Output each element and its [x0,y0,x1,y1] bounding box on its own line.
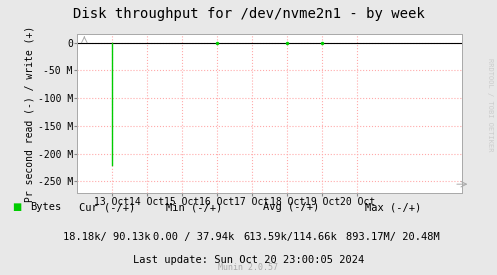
Text: Max (-/+): Max (-/+) [364,202,421,212]
Text: Last update: Sun Oct 20 23:00:05 2024: Last update: Sun Oct 20 23:00:05 2024 [133,255,364,265]
Text: RRDTOOL / TOBI OETIKER: RRDTOOL / TOBI OETIKER [487,58,493,151]
Text: 893.17M/ 20.48M: 893.17M/ 20.48M [346,232,439,242]
Text: 0.00 / 37.94k: 0.00 / 37.94k [153,232,235,242]
Text: Min (-/+): Min (-/+) [166,202,222,212]
Y-axis label: Pr second read (-) / write (+): Pr second read (-) / write (+) [25,25,35,202]
Text: Cur (-/+): Cur (-/+) [79,202,135,212]
Text: Avg (-/+): Avg (-/+) [262,202,319,212]
Text: Bytes: Bytes [30,202,61,212]
Text: 18.18k/ 90.13k: 18.18k/ 90.13k [63,232,151,242]
Text: Munin 2.0.57: Munin 2.0.57 [219,263,278,272]
Text: 613.59k/114.66k: 613.59k/114.66k [244,232,337,242]
Text: Disk throughput for /dev/nvme2n1 - by week: Disk throughput for /dev/nvme2n1 - by we… [73,7,424,21]
Text: ■: ■ [12,202,22,212]
